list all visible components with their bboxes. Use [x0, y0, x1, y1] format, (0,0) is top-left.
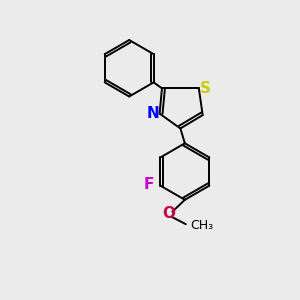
- Text: O: O: [162, 206, 175, 221]
- Text: N: N: [147, 106, 159, 121]
- Text: S: S: [200, 81, 211, 96]
- Text: F: F: [144, 177, 154, 192]
- Text: CH₃: CH₃: [190, 219, 213, 232]
